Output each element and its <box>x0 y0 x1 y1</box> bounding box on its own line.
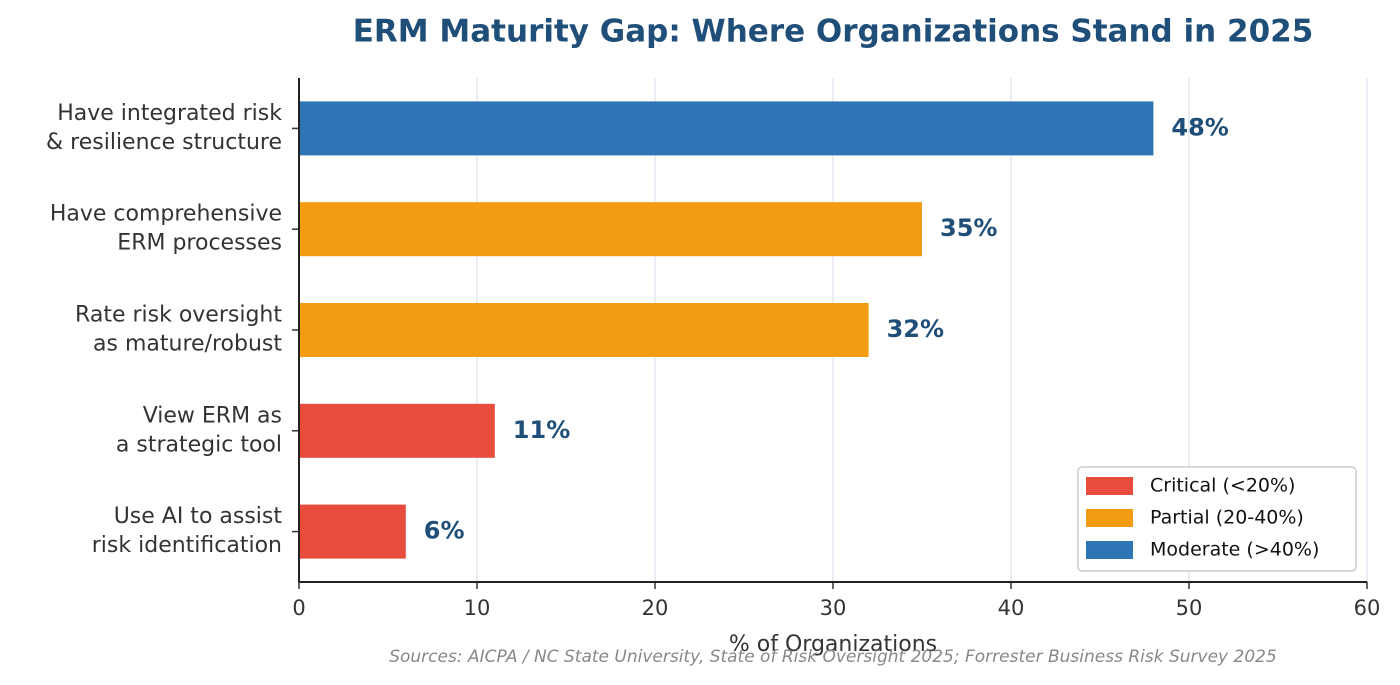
value-label: 35% <box>940 214 997 242</box>
x-tick-label: 40 <box>998 596 1025 620</box>
x-tick-label: 60 <box>1354 596 1381 620</box>
legend-label: Critical (<20%) <box>1150 475 1295 497</box>
legend-box <box>1077 466 1357 572</box>
x-tick-label: 20 <box>642 596 669 620</box>
x-axis-label: % of Organizations <box>729 632 937 657</box>
legend-swatch <box>1086 477 1133 495</box>
legend-label: Partial (20-40%) <box>1150 507 1304 529</box>
x-tick-label: 30 <box>820 596 847 620</box>
bar <box>299 303 869 357</box>
value-label: 11% <box>513 416 570 444</box>
legend-label: Moderate (>40%) <box>1150 539 1319 561</box>
source-note: Sources: AICPA / NC State University, St… <box>389 647 1277 667</box>
chart-title: ERM Maturity Gap: Where Organizations St… <box>353 14 1314 50</box>
bar <box>299 202 922 257</box>
y-tick-label: Rate risk oversight as mature/robust <box>75 303 282 357</box>
x-tick-label: 0 <box>292 596 305 620</box>
bar <box>299 403 495 458</box>
y-tick-label: Have integrated risk & resilience structu… <box>46 101 282 155</box>
bar <box>299 101 1154 156</box>
value-label: 6% <box>424 517 465 545</box>
legend-swatch <box>1086 509 1133 527</box>
y-tick-label: View ERM as a strategic tool <box>116 403 282 457</box>
x-tick-label: 10 <box>464 596 491 620</box>
x-tick-label: 50 <box>1176 596 1203 620</box>
y-tick-label: Have comprehensive ERM processes <box>50 202 282 256</box>
value-label: 48% <box>1171 113 1228 141</box>
value-label: 32% <box>887 315 944 343</box>
bar <box>299 504 406 559</box>
y-tick-label: Use AI to assist risk identification <box>92 504 283 558</box>
legend-swatch <box>1086 541 1133 559</box>
